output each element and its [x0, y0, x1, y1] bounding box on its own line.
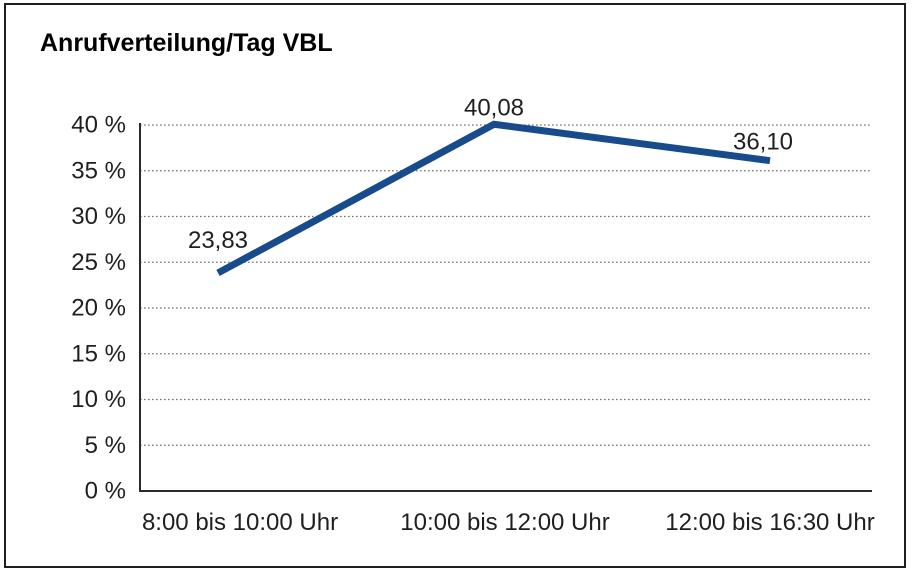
y-tick-label: 0 % — [85, 478, 126, 505]
data-label: 23,83 — [188, 227, 248, 254]
data-label: 40,08 — [464, 94, 524, 121]
chart-title: Anrufverteilung/Tag VBL — [40, 29, 333, 57]
chart-frame — [4, 3, 906, 568]
x-category-label: 8:00 bis 10:00 Uhr — [142, 509, 338, 536]
x-category-label: 10:00 bis 12:00 Uhr — [400, 509, 609, 536]
series-line — [216, 120, 771, 277]
y-tick-label: 40 % — [71, 112, 126, 139]
y-tick-label: 10 % — [71, 386, 126, 413]
data-label: 36,10 — [733, 129, 793, 156]
y-tick-label: 35 % — [71, 157, 126, 184]
y-tick-label: 25 % — [71, 249, 126, 276]
y-tick-label: 15 % — [71, 340, 126, 367]
y-tick-label: 5 % — [85, 432, 126, 459]
y-tick-label: 30 % — [71, 203, 126, 230]
y-tick-label: 20 % — [71, 295, 126, 322]
x-category-label: 12:00 bis 16:30 Uhr — [665, 509, 874, 536]
